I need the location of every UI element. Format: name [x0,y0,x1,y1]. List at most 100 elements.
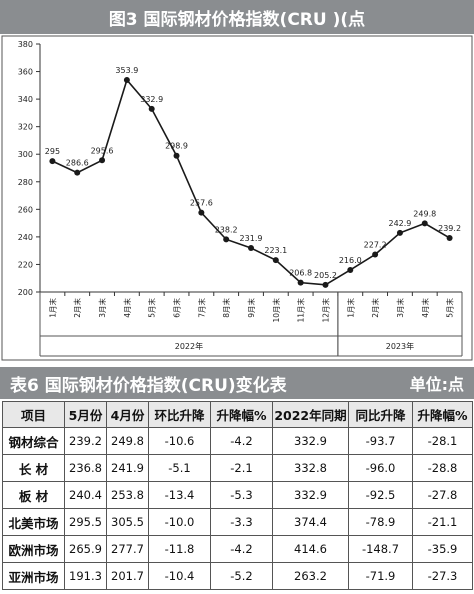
x-tick-label: 1月末 [47,298,57,318]
cell-2022-same-period: 263.2 [272,562,349,590]
y-tick-label: 300 [18,150,33,159]
table-title: 表6 国际钢材价格指数(CRU)变化表 [10,375,287,396]
data-point [173,152,180,159]
cell-may: 240.4 [64,481,107,509]
y-tick-label: 280 [18,178,33,187]
y-tick-label: 340 [18,95,33,104]
data-point [372,251,379,258]
cell-april: 277.7 [106,535,149,563]
data-label: 298.9 [165,142,188,151]
cell-item: 长 材 [2,454,65,482]
x-tick-label: 3月末 [97,298,107,318]
cell-mom-pct: -5.3 [210,481,273,509]
data-label: 242.9 [388,219,411,228]
cell-yoy-change: -148.7 [348,535,413,563]
x-tick-label: 2月末 [370,298,380,318]
data-label: 223.1 [264,246,287,255]
data-label: 227.2 [364,241,387,250]
y-tick-label: 260 [18,205,33,214]
cell-yoy-pct: -27.8 [412,481,473,509]
cell-yoy-change: -92.5 [348,481,413,509]
figure-title: 图3 国际钢材价格指数(CRU )(点 [108,9,366,30]
x-tick-label: 10月末 [271,298,281,323]
x-tick-label: 2月末 [72,298,82,318]
cell-2022-same-period: 332.9 [272,427,349,455]
cell-2022-same-period: 332.9 [272,481,349,509]
data-label: 205.2 [314,271,337,280]
cell-yoy-change: -71.9 [348,562,413,590]
cell-mom-pct: -2.1 [210,454,273,482]
cell-mom-pct: -3.3 [210,508,273,536]
cell-may: 239.2 [64,427,107,455]
cell-mom-change: -13.4 [148,481,211,509]
x-tick-label: 5月末 [147,298,157,318]
y-tick-label: 320 [18,123,33,132]
cell-mom-pct: -4.2 [210,427,273,455]
x-tick-label: 3月末 [395,298,405,318]
cell-yoy-change: -78.9 [348,508,413,536]
x-tick-label: 11月末 [296,298,306,323]
cell-item: 北美市场 [2,508,65,536]
data-label: 249.8 [413,209,436,218]
table-title-banner: 表6 国际钢材价格指数(CRU)变化表 单位:点 [0,367,474,399]
data-point [123,76,130,83]
cell-mom-change: -10.4 [148,562,211,590]
data-point [223,236,230,243]
data-label: 239.2 [438,224,461,233]
cell-mom-change: -5.1 [148,454,211,482]
header-may: 5月份 [64,401,107,428]
cell-yoy-pct: -21.1 [412,508,473,536]
data-label: 206.8 [289,269,312,278]
cell-yoy-pct: -35.9 [412,535,473,563]
header-mom-change: 环比升降 [148,401,211,428]
year-group-label: 2023年 [386,341,414,351]
cell-may: 191.3 [64,562,107,590]
cell-april: 253.8 [106,481,149,509]
cell-mom-change: -11.8 [148,535,211,563]
table-header-row: 项目 5月份 4月份 环比升降 升降幅% 2022年同期 同比升降 升降幅% [2,401,473,428]
year-group-label: 2022年 [175,341,203,351]
data-label: 286.6 [66,159,89,168]
data-point [272,257,279,264]
chart-frame [1,35,473,361]
data-point [74,169,81,176]
y-tick-label: 240 [18,233,33,242]
data-point [99,157,106,164]
cell-may: 265.9 [64,535,107,563]
x-tick-label: 4月末 [420,298,430,318]
y-tick-label: 220 [18,260,33,269]
cell-yoy-change: -93.7 [348,427,413,455]
data-point [248,245,254,252]
x-tick-label: 9月末 [246,298,256,318]
table-row: 钢材综合 239.2 249.8 -10.6 -4.2 332.9 -93.7 -28.1 [2,427,473,455]
data-label: 295 [45,147,60,156]
cell-yoy-pct: -27.3 [412,562,473,590]
header-april: 4月份 [106,401,149,428]
cell-yoy-pct: -28.8 [412,454,473,482]
cell-mom-change: -10.0 [148,508,211,536]
cell-may: 236.8 [64,454,107,482]
cell-2022-same-period: 374.4 [272,508,349,536]
x-tick-label: 8月末 [221,298,231,318]
data-point [446,234,453,241]
data-point [148,105,155,112]
data-point [49,158,56,165]
cell-2022-same-period: 332.8 [272,454,349,482]
data-point [421,220,428,227]
data-point [322,281,329,288]
y-tick-label: 200 [18,288,33,297]
x-tick-label: 12月末 [320,298,330,323]
table-row: 板 材 240.4 253.8 -13.4 -5.3 332.9 -92.5 -27.8 [2,481,473,509]
header-mom-pct: 升降幅% [210,401,273,428]
data-label: 332.9 [140,95,163,104]
x-tick-label: 4月末 [122,298,132,318]
header-yoy-change: 同比升降 [348,401,413,428]
cell-may: 295.5 [64,508,107,536]
y-tick-label: 360 [18,68,33,77]
data-label: 353.9 [115,66,138,75]
data-point [297,279,304,286]
table-row: 欧洲市场 265.9 277.7 -11.8 -4.2 414.6 -148.7 -35.9 [2,535,473,563]
cell-mom-change: -10.6 [148,427,211,455]
data-label: 216.0 [339,256,362,265]
data-point [198,209,205,216]
